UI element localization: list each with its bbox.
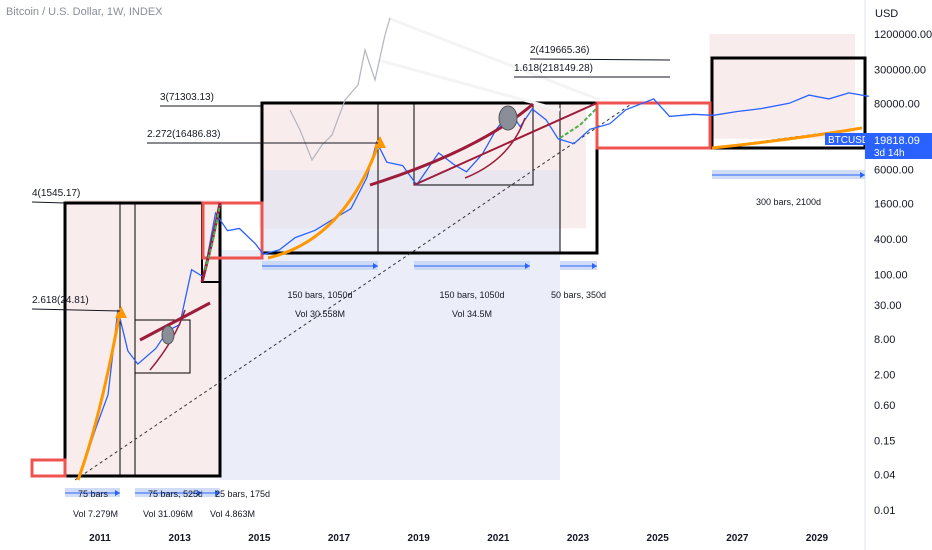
shaded-region xyxy=(709,34,855,139)
range-vol-label: Vol 7.279M xyxy=(73,509,118,519)
range-arrowhead xyxy=(373,263,378,269)
price-tag-countdown: 3d 14h xyxy=(874,148,905,159)
year-tick-label: 2025 xyxy=(647,533,670,544)
range-vol-label: Vol 31.096M xyxy=(143,509,193,519)
marker-ellipse xyxy=(161,325,175,345)
range-bars-label: 75 bars, 525d xyxy=(148,489,203,499)
trend-line-white xyxy=(387,16,601,102)
year-tick-label: 2023 xyxy=(567,533,590,544)
price-tick-label: 6000.00 xyxy=(874,165,914,177)
fib-box xyxy=(134,319,191,374)
range-bars-label: 25 bars, 175d xyxy=(215,489,270,499)
range-arrowhead xyxy=(592,263,597,269)
price-axis-panel xyxy=(865,0,932,550)
price-tick-label: 8.00 xyxy=(874,334,895,346)
range-arrowhead xyxy=(115,490,120,496)
range-arrowhead xyxy=(525,263,530,269)
range-vol-label: Vol 34.5M xyxy=(452,309,492,319)
range-arrowhead xyxy=(860,172,865,178)
axis-currency-label: USD xyxy=(875,8,898,20)
darkred-trend xyxy=(413,102,598,186)
dashed-trend-line xyxy=(74,104,631,481)
price-tick-label: 100.00 xyxy=(874,269,908,281)
price-tick-label: 0.15 xyxy=(874,436,895,448)
range-bars-label: 150 bars, 1050d xyxy=(287,290,352,300)
year-tick-label: 2019 xyxy=(408,533,431,544)
fib-label-line xyxy=(529,58,671,61)
orange-arc xyxy=(267,139,382,260)
projection-line xyxy=(289,17,391,162)
year-tick-label: 2015 xyxy=(248,533,271,544)
price-tick-label: 30.00 xyxy=(874,300,902,312)
series-line-btcusd xyxy=(83,92,869,465)
range-bars-label: 50 bars, 350d xyxy=(551,290,606,300)
orange-arc xyxy=(711,126,863,150)
price-tag xyxy=(865,133,932,159)
fib-box xyxy=(559,102,598,254)
shaded-region xyxy=(262,170,560,255)
fib-label-line xyxy=(31,201,66,204)
fib-label: 1.618(218149.28) xyxy=(514,63,593,74)
orange-arrowhead xyxy=(115,306,127,318)
year-tick-label: 2021 xyxy=(487,533,510,544)
red-box xyxy=(30,458,67,478)
range-arrowhead xyxy=(215,490,220,496)
range-vol-label: Vol 4.863M xyxy=(210,509,255,519)
fib-label: 2.272(16486.83) xyxy=(147,129,220,140)
year-tick-label: 2027 xyxy=(726,533,749,544)
year-tick-label: 2013 xyxy=(169,533,192,544)
price-tick-label: 400.00 xyxy=(874,234,908,246)
price-tick-label: 0.01 xyxy=(874,505,895,517)
fib-label: 2.618(24.81) xyxy=(32,295,89,306)
orange-arrowhead xyxy=(374,136,386,148)
year-tick-label: 2029 xyxy=(806,533,829,544)
orange-arc xyxy=(76,311,122,481)
price-tick-label: 1600.00 xyxy=(874,198,914,210)
symbol-title: Bitcoin / U.S. Dollar, 1W, INDEX xyxy=(6,6,163,18)
fib-label: 4(1545.17) xyxy=(32,188,80,199)
price-tick-label: 300000.00 xyxy=(874,64,926,76)
fib-label: 2(419665.36) xyxy=(530,45,590,56)
darkred-trend xyxy=(369,102,534,187)
price-tick-label: 80000.00 xyxy=(874,98,920,110)
darkred-trend xyxy=(139,301,211,342)
year-tick-label: 2011 xyxy=(89,533,111,544)
range-vol-label: Vol 30.558M xyxy=(295,309,345,319)
symbol-tag-text: BTCUSD xyxy=(828,135,869,146)
price-tick-label: 0.60 xyxy=(874,400,895,412)
price-tick-label: 2.00 xyxy=(874,369,895,381)
red-box xyxy=(595,101,712,150)
darkred-trend xyxy=(464,117,526,179)
marker-ellipse xyxy=(498,105,518,131)
trend-line-white xyxy=(377,58,561,112)
year-tick-label: 2017 xyxy=(328,533,351,544)
fib-box xyxy=(710,56,867,150)
fib-label-line xyxy=(31,308,121,312)
green-segment xyxy=(204,204,221,271)
range-bars-label: 150 bars, 1050d xyxy=(439,290,504,300)
green-segment xyxy=(559,107,598,139)
red-box xyxy=(201,201,264,260)
price-tick-label: 0.04 xyxy=(874,470,895,482)
price-tag-value: 19818.09 xyxy=(874,135,920,147)
price-tick-label: 1200000.00 xyxy=(874,29,932,41)
range-arrowhead xyxy=(197,490,202,496)
symbol-tag xyxy=(825,133,865,145)
shaded-region xyxy=(220,250,560,480)
fib-label: 3(71303.13) xyxy=(160,92,214,103)
range-bars-label: 75 bars xyxy=(78,489,109,499)
range-bars-label: 300 bars, 2100d xyxy=(756,197,821,207)
fib-box xyxy=(413,102,534,186)
